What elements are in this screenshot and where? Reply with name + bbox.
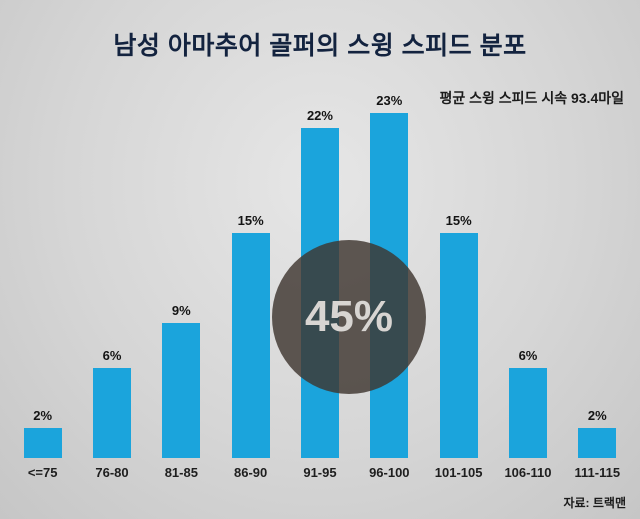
bar <box>578 428 617 458</box>
bar-category-label: 81-85 <box>164 465 198 480</box>
bar-column: 9% 81-85 <box>147 80 216 481</box>
average-speed-annotation: 평균 스윙 스피드 시속 93.4마일 <box>439 90 625 106</box>
bar <box>92 368 131 458</box>
source-credit: 자료: 트랙맨 <box>563 496 626 510</box>
bar-category-label: <=75 <box>27 465 58 480</box>
highlight-percentage: 45% <box>304 292 394 341</box>
bar <box>162 323 201 458</box>
bar-value-label: 22% <box>306 108 333 123</box>
bar-category-label: 106-110 <box>504 465 552 480</box>
bar <box>508 368 547 458</box>
bar-column: 6% 106-110 <box>493 80 562 481</box>
chart-title: 남성 아마추어 골퍼의 스윙 스피드 분포 <box>113 32 527 60</box>
bar-value-label: 15% <box>445 213 472 228</box>
bar-column: 6% 76-80 <box>77 80 146 481</box>
bar-value-label: 15% <box>237 213 264 228</box>
bar <box>231 233 270 458</box>
bar-value-label: 2% <box>587 408 607 423</box>
bar-value-label: 23% <box>376 93 403 108</box>
bar-column: 15% 86-90 <box>216 80 285 481</box>
bar <box>439 233 478 458</box>
bar-column: 15% 101-105 <box>424 80 493 481</box>
bar-category-label: 111-115 <box>574 465 621 480</box>
bar-value-label: 9% <box>171 303 191 318</box>
bar-value-label: 2% <box>33 408 53 423</box>
bar-category-label: 91-95 <box>303 465 337 480</box>
bar-value-label: 6% <box>518 348 538 363</box>
bar-category-label: 76-80 <box>95 465 129 480</box>
bar-category-label: 96-100 <box>369 465 410 480</box>
bar-value-label: 6% <box>102 348 122 363</box>
bar-column: 2% <=75 <box>8 80 77 481</box>
bar-category-label: 101-105 <box>434 465 483 480</box>
bar-column: 2% 111-115 <box>563 80 632 481</box>
bar-category-label: 86-90 <box>234 465 268 480</box>
highlight-circle: 45% <box>272 240 426 394</box>
bar <box>23 428 62 458</box>
